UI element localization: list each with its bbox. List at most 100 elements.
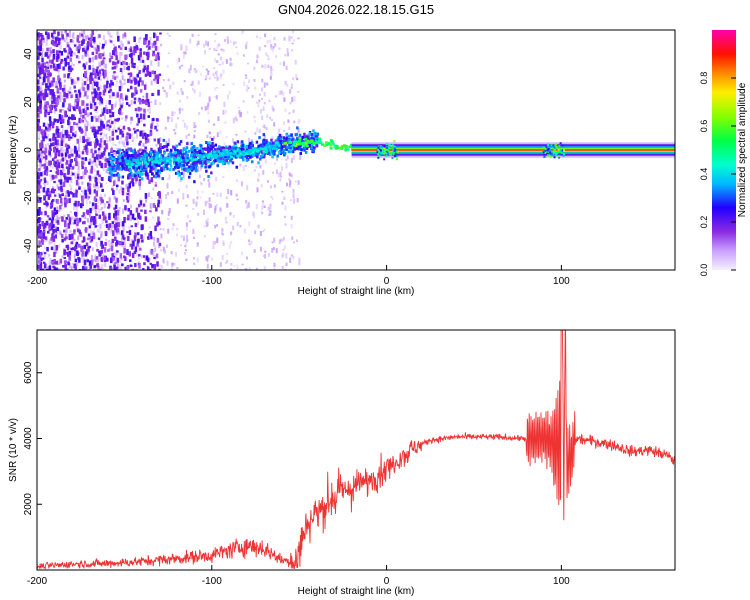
spectrogram-cell xyxy=(56,215,59,221)
spectrogram-cell xyxy=(258,93,261,96)
spectrogram-cell xyxy=(247,153,250,157)
spectrogram-cell xyxy=(102,59,105,65)
spectrogram-cell xyxy=(159,32,162,35)
spectrogram-cell xyxy=(105,83,109,89)
spectrogram-cell xyxy=(68,53,71,58)
spectrogram-cell xyxy=(78,151,81,156)
spectrogram-cell xyxy=(86,84,90,89)
spectrogram-cell xyxy=(176,267,179,269)
spectrogram-cell xyxy=(50,202,53,206)
spectrogram-cell xyxy=(144,193,148,199)
spectrogram-cell xyxy=(90,230,93,236)
spectrogram-cell xyxy=(67,191,70,197)
spectrogram-cell xyxy=(43,62,47,65)
spectrogram-cell xyxy=(121,117,124,120)
spectrogram-cell xyxy=(48,265,52,270)
spectrogram-cell xyxy=(206,221,209,227)
spectrogram-cell xyxy=(64,156,67,161)
spectrogram-cell xyxy=(112,43,115,47)
spectrogram-cell xyxy=(162,167,166,171)
spectrogram-cell xyxy=(64,61,67,67)
spectrogram-frame xyxy=(36,29,676,271)
spectrogram-cell xyxy=(135,154,139,158)
spectrogram-cell xyxy=(112,256,115,261)
spectrogram-cell xyxy=(56,220,59,224)
spectrogram-cell xyxy=(127,41,130,45)
spectrogram-cell xyxy=(377,146,380,149)
spectrogram-cell xyxy=(54,43,57,47)
spectrogram-cell xyxy=(557,150,559,153)
spectrogram-cell xyxy=(107,32,110,35)
spectrogram-cell xyxy=(248,137,251,143)
spectrogram-cell xyxy=(121,263,124,267)
spectrogram-cell xyxy=(550,144,553,147)
spectrogram-cell xyxy=(49,205,53,209)
spectrogram-cell xyxy=(53,160,56,166)
spectrogram-cell xyxy=(544,150,547,152)
spectrogram-cell xyxy=(101,211,105,216)
spectrogram-cell xyxy=(110,226,113,232)
spectrogram-cell xyxy=(101,199,104,204)
spectrogram-cell xyxy=(378,145,381,148)
spectrogram-cell xyxy=(122,208,125,214)
spectrogram-cell xyxy=(109,167,112,171)
spectrogram-cell xyxy=(169,164,173,168)
spectrogram-cell xyxy=(190,83,193,86)
spectrogram-cell xyxy=(114,261,117,265)
spectrogram-cell xyxy=(44,88,47,93)
spectrogram-cell xyxy=(99,267,102,270)
spectrogram-cell xyxy=(387,149,390,152)
spectrogram-cell xyxy=(56,167,59,171)
spectrogram-cell xyxy=(128,225,131,229)
spectrogram-cell xyxy=(107,167,110,171)
spectrogram-cell xyxy=(225,151,229,155)
spectrogram-cell xyxy=(162,165,166,169)
spectrogram-cell xyxy=(308,144,311,148)
spectrogram-cell xyxy=(230,231,233,234)
spectrogram-cell xyxy=(120,40,123,45)
spectrogram-cell xyxy=(132,156,135,159)
spectrogram-cell xyxy=(95,68,98,74)
spectrogram-cell xyxy=(270,72,273,76)
spectrogram-cell xyxy=(63,48,66,52)
spectrogram-cell xyxy=(297,142,301,146)
spectrogram-cell xyxy=(245,158,249,162)
spectrogram-cell xyxy=(168,155,172,159)
spectrogram-cell xyxy=(102,257,105,260)
spectrogram-cell xyxy=(208,77,211,80)
spectrogram-cell xyxy=(116,166,119,170)
spectrogram-cell xyxy=(88,213,91,216)
spectrogram-cell xyxy=(195,163,198,167)
spectrogram-cell xyxy=(42,261,46,264)
spectrogram-cell xyxy=(38,219,41,222)
spectrogram-cell xyxy=(283,140,286,144)
spectrogram-cell xyxy=(103,193,106,198)
spectrogram-cell xyxy=(53,104,56,108)
spectrogram-cell xyxy=(114,121,117,124)
spectrogram-cell xyxy=(193,156,196,160)
spectrogram-cell xyxy=(387,147,390,150)
spectrogram-cell xyxy=(182,197,185,200)
spectrogram-cell xyxy=(273,144,277,148)
spectrogram-cell xyxy=(105,223,109,228)
spectrogram-cell xyxy=(211,141,214,145)
spectrogram-cell xyxy=(192,166,195,170)
spectrogram-cell xyxy=(162,258,165,264)
spectrogram-cell xyxy=(121,148,124,151)
spectrogram-cell xyxy=(71,79,74,84)
spectrogram-cell xyxy=(60,104,63,109)
spectrogram-cell xyxy=(124,96,128,101)
spectrogram-cell xyxy=(142,235,145,240)
spectrogram-cell xyxy=(283,97,286,102)
spectrogram-cell xyxy=(114,215,118,220)
spectrogram-cell xyxy=(67,137,71,141)
spectrogram-cell xyxy=(171,153,174,157)
spectrogram-cell xyxy=(142,169,146,172)
spectrogram-cell xyxy=(55,67,58,72)
spectrogram-cell xyxy=(81,30,84,37)
spectrogram-cell xyxy=(94,185,97,189)
spectrogram-cell xyxy=(145,157,149,163)
spectrogram-cell xyxy=(213,76,216,79)
spectrogram-cell xyxy=(135,251,138,257)
spectrogram-cell xyxy=(214,241,217,245)
